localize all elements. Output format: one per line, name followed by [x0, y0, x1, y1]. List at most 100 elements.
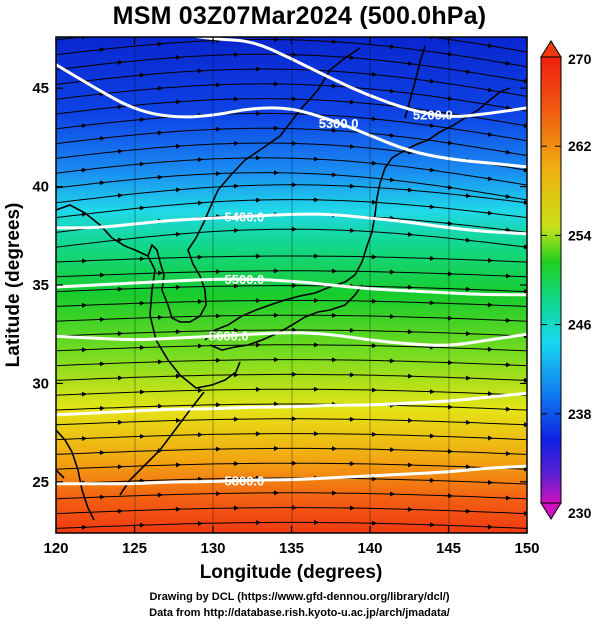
wind-arrow [405, 149, 413, 155]
wind-arrow [369, 71, 377, 77]
wind-arrow [387, 44, 395, 50]
wind-arrow [137, 72, 145, 78]
temperature-field [56, 37, 527, 533]
contour-label: 5300.0 [319, 116, 359, 131]
streamline [56, 359, 527, 367]
contour-label: 5500.0 [225, 272, 265, 287]
colorbar-gradient [540, 56, 562, 504]
contour-line [56, 63, 527, 169]
x-tick-label: 130 [200, 540, 225, 557]
wind-arrow [521, 123, 527, 128]
x-tick-label: 120 [43, 540, 68, 557]
streamline [56, 344, 527, 352]
wind-arrow [485, 210, 493, 216]
wind-arrow [387, 177, 395, 183]
streamline [56, 388, 527, 396]
y-tick-label: 25 [32, 474, 49, 491]
wind-arrow [97, 136, 105, 141]
wind-arrow [137, 117, 145, 123]
wind-arrow [521, 244, 527, 250]
streamline [56, 127, 527, 157]
wind-arrow [503, 105, 511, 111]
y-axis: 25 30 35 40 45 [32, 80, 527, 491]
wind-arrow [115, 237, 123, 243]
streamline [56, 83, 527, 112]
wind-arrow [387, 132, 395, 138]
coast-taiwan [71, 451, 95, 521]
wind-arrow [405, 187, 413, 193]
wind-arrow [137, 161, 145, 167]
chart-title: MSM 03Z07Mar2024 (500.0hPa) [112, 2, 487, 30]
streamline [56, 477, 527, 485]
wind-arrow [503, 193, 511, 199]
streamline [56, 492, 527, 500]
wind-arrow [115, 60, 123, 66]
coast-asia-mainland [56, 204, 241, 389]
contour-line [56, 331, 527, 347]
x-tick-label: 125 [122, 540, 147, 557]
x-axis-label: Longitude (degrees) [200, 562, 383, 583]
wind-arrow [79, 123, 87, 129]
wind-arrow [521, 167, 527, 173]
colorbar-top-arrow [540, 40, 562, 58]
streamline [56, 255, 527, 263]
x-axis: 120 125 130 135 140 145 150 [43, 37, 540, 557]
wind-arrow [463, 237, 471, 243]
wind-arrow [485, 87, 493, 93]
wind-arrow [485, 131, 493, 137]
coast-japan-kyushu-honshu [204, 182, 381, 341]
wind-arrow [503, 60, 511, 66]
colorbar-tick-label: 230 [568, 505, 592, 521]
contour-label: 5600.0 [209, 328, 249, 343]
coast-sakhalin [404, 45, 426, 119]
contour-line [56, 277, 527, 297]
y-tick-label: 40 [32, 179, 49, 196]
streamline [56, 314, 527, 322]
streamline [56, 68, 527, 97]
wind-arrow [97, 47, 105, 53]
streamline [56, 299, 527, 307]
contour-line [56, 212, 527, 236]
wind-arrow [405, 60, 413, 66]
contour-label: 5200.0 [413, 108, 453, 123]
wind-arrow [427, 167, 435, 173]
wind-arrow [79, 167, 87, 173]
streamline [56, 157, 527, 186]
wind-arrow [463, 69, 471, 75]
x-tick-label: 145 [436, 540, 461, 557]
wind-arrow [369, 116, 377, 122]
wind-arrow [137, 205, 145, 211]
y-tick-label: 30 [32, 375, 49, 392]
credit-line-1: Drawing by DCL (https://www.gfd-dennou.o… [149, 591, 450, 603]
y-tick-label: 45 [32, 80, 49, 97]
contour-line [190, 37, 527, 118]
y-axis-label: Latitude (degrees) [3, 203, 24, 368]
colorbar-tick-label: 246 [568, 317, 592, 333]
x-tick-label: 150 [514, 540, 539, 557]
streamline [56, 403, 527, 411]
wind-arrow [369, 160, 377, 166]
x-tick-label: 135 [279, 540, 304, 557]
streamline [56, 172, 527, 201]
coast-hokkaido [379, 87, 511, 184]
y-tick-label: 35 [32, 277, 49, 294]
wind-streamlines [56, 37, 527, 530]
credit-line-2: Data from http://database.rish.kyoto-u.a… [149, 607, 450, 619]
streamline [56, 199, 527, 219]
streamline [56, 447, 527, 455]
wind-arrow [521, 78, 527, 84]
wind-arrow [485, 176, 493, 182]
streamline [56, 112, 527, 142]
coast-china-south [56, 429, 73, 479]
wind-arrow [387, 88, 395, 94]
wind-arrow [405, 231, 413, 237]
streamline [56, 37, 527, 53]
colorbar-tick-label: 262 [568, 138, 592, 154]
streamline [56, 270, 527, 278]
colorbar-tick-label: 238 [568, 406, 592, 422]
wind-arrow [427, 78, 435, 84]
wind-arrow [503, 149, 511, 155]
streamline [56, 433, 527, 441]
wind-arrow [115, 148, 123, 154]
wind-arrow [115, 193, 123, 199]
